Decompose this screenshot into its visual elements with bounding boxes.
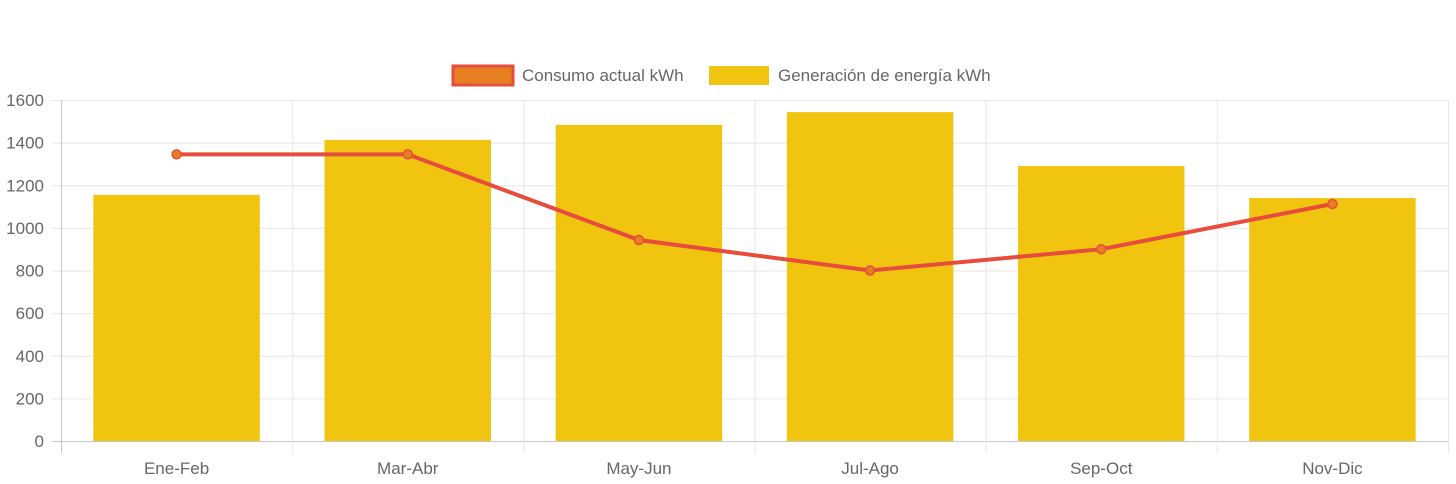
line-point[interactable] — [402, 149, 413, 160]
y-tick-label: 1600 — [6, 91, 44, 110]
y-tick-label: 1000 — [6, 219, 44, 238]
bar[interactable] — [555, 124, 723, 442]
y-axis: 0 200 400 600 800 1000 1200 1400 1600 — [6, 91, 44, 451]
line-point[interactable] — [633, 234, 645, 246]
line-point[interactable] — [1327, 198, 1338, 210]
x-axis: Ene-Feb Mar-Abr May-Jun Jul-Ago Sep-Oct Nov-D… — [144, 459, 1363, 478]
line-point[interactable] — [171, 149, 182, 160]
line-series — [171, 149, 1338, 276]
legend-item-consumo[interactable]: Consumo actual kWh — [451, 64, 684, 87]
bar[interactable] — [93, 194, 260, 441]
series-line — [176, 152, 1333, 273]
bar[interactable] — [324, 139, 491, 441]
y-tick-label: 200 — [16, 389, 44, 408]
line-point[interactable] — [1096, 243, 1107, 255]
x-tick-label: Sep-Oct — [1070, 459, 1133, 478]
x-tick-label: Mar-Abr — [377, 459, 439, 478]
y-tick-label: 1400 — [6, 134, 44, 153]
legend-label-generacion: Generación de energía kWh — [778, 66, 991, 85]
line-point[interactable] — [864, 265, 876, 276]
y-tick-label: 800 — [16, 262, 44, 281]
legend: Consumo actual kWh Generación de energía… — [451, 64, 991, 87]
x-tick-label: Ene-Feb — [144, 459, 209, 478]
legend-item-generacion[interactable]: Generación de energía kWh — [709, 66, 991, 85]
bar[interactable] — [1249, 198, 1416, 441]
legend-label-consumo: Consumo actual kWh — [522, 66, 684, 85]
y-tick-label: 1200 — [6, 176, 44, 195]
bar[interactable] — [786, 112, 954, 441]
legend-swatch-consumo — [451, 64, 515, 87]
legend-swatch-generacion — [709, 66, 769, 85]
grid-lines — [52, 100, 1449, 453]
x-tick-label: May-Jun — [606, 459, 671, 478]
y-tick-label: 0 — [35, 432, 44, 451]
y-tick-label: 600 — [16, 304, 44, 323]
bar[interactable] — [1018, 166, 1185, 441]
y-tick-label: 400 — [16, 347, 44, 366]
x-tick-label: Jul-Ago — [841, 459, 899, 478]
x-tick-label: Nov-Dic — [1302, 459, 1363, 478]
bar-series — [93, 112, 1416, 442]
